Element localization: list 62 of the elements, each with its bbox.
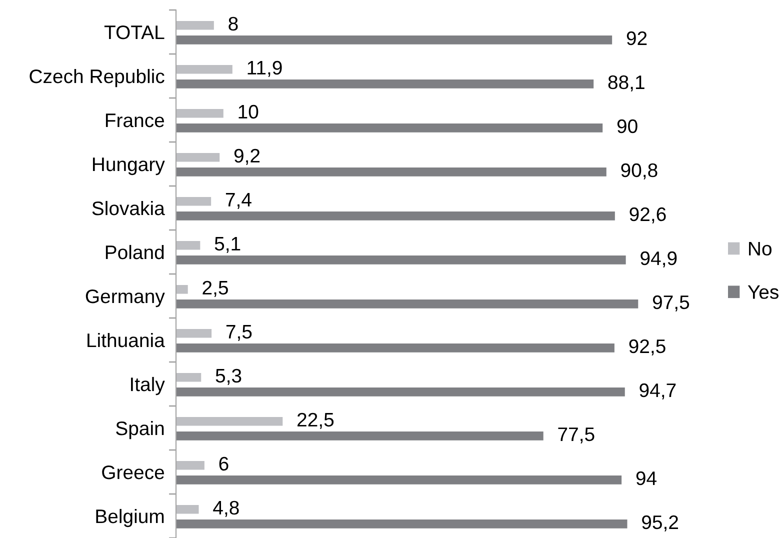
y-tick-label: France [106, 114, 164, 128]
data-label: 77,5 [558, 428, 594, 444]
data-label: 5,1 [214, 237, 240, 253]
bar [176, 21, 214, 30]
bar [176, 285, 188, 294]
data-label: 7,5 [226, 325, 252, 341]
y-tick-label: Belgium [96, 508, 164, 528]
bar [176, 124, 603, 132]
bar [176, 36, 612, 44]
data-label: 10 [238, 104, 258, 119]
bar [176, 197, 212, 206]
bar [176, 241, 200, 250]
data-label: 6 [219, 456, 228, 471]
bar [176, 65, 232, 74]
legend-label: No [749, 242, 772, 256]
bar [176, 476, 622, 484]
data-label: 90 [617, 119, 638, 134]
bar [176, 388, 625, 396]
data-label: 9,2 [234, 148, 260, 165]
data-label: 94 [636, 471, 657, 486]
data-label: 5,3 [216, 368, 242, 385]
y-tick-label: Slovakia [92, 200, 165, 216]
bar [176, 300, 638, 308]
y-tick-label: Hungary [92, 158, 165, 176]
data-label: 92,5 [629, 339, 666, 356]
bar [176, 329, 212, 338]
bar [176, 153, 220, 162]
data-label: 95,2 [642, 515, 678, 532]
data-label: 94,9 [640, 251, 677, 268]
data-label: 11,9 [248, 60, 282, 77]
data-label: 94,7 [640, 383, 676, 400]
bar [176, 80, 594, 88]
y-tick-label: Germany [86, 289, 165, 308]
bar [176, 432, 544, 440]
y-tick-label: Poland [106, 244, 164, 260]
bar [176, 505, 199, 514]
bar [176, 461, 204, 470]
y-tick-label: Italy [131, 376, 165, 396]
data-label: 7,4 [226, 193, 252, 209]
data-label: 2,5 [202, 280, 228, 297]
bar [176, 109, 224, 118]
data-label: 22,5 [298, 412, 334, 429]
y-tick-label: Lithuania [88, 332, 165, 348]
data-label: 92 [626, 31, 647, 46]
y-tick-label: Czech Republic [30, 68, 164, 88]
data-label: 88,1 [608, 75, 644, 92]
bar [176, 520, 628, 528]
y-tick-label: Greece [102, 465, 164, 480]
y-tick-label: TOTAL [104, 25, 164, 40]
legend-label: Yes [748, 285, 778, 299]
y-tick-label: Spain [116, 420, 164, 440]
data-label: 97,5 [652, 295, 690, 312]
bar [176, 256, 626, 264]
bar [176, 344, 614, 352]
bar [176, 417, 283, 426]
bar [176, 373, 202, 382]
data-label: 92,6 [630, 207, 666, 224]
bar [176, 212, 615, 220]
data-label: 4,8 [213, 500, 239, 517]
bar [176, 168, 606, 176]
data-label: 8 [228, 16, 238, 31]
data-label: 90,8 [621, 163, 658, 180]
